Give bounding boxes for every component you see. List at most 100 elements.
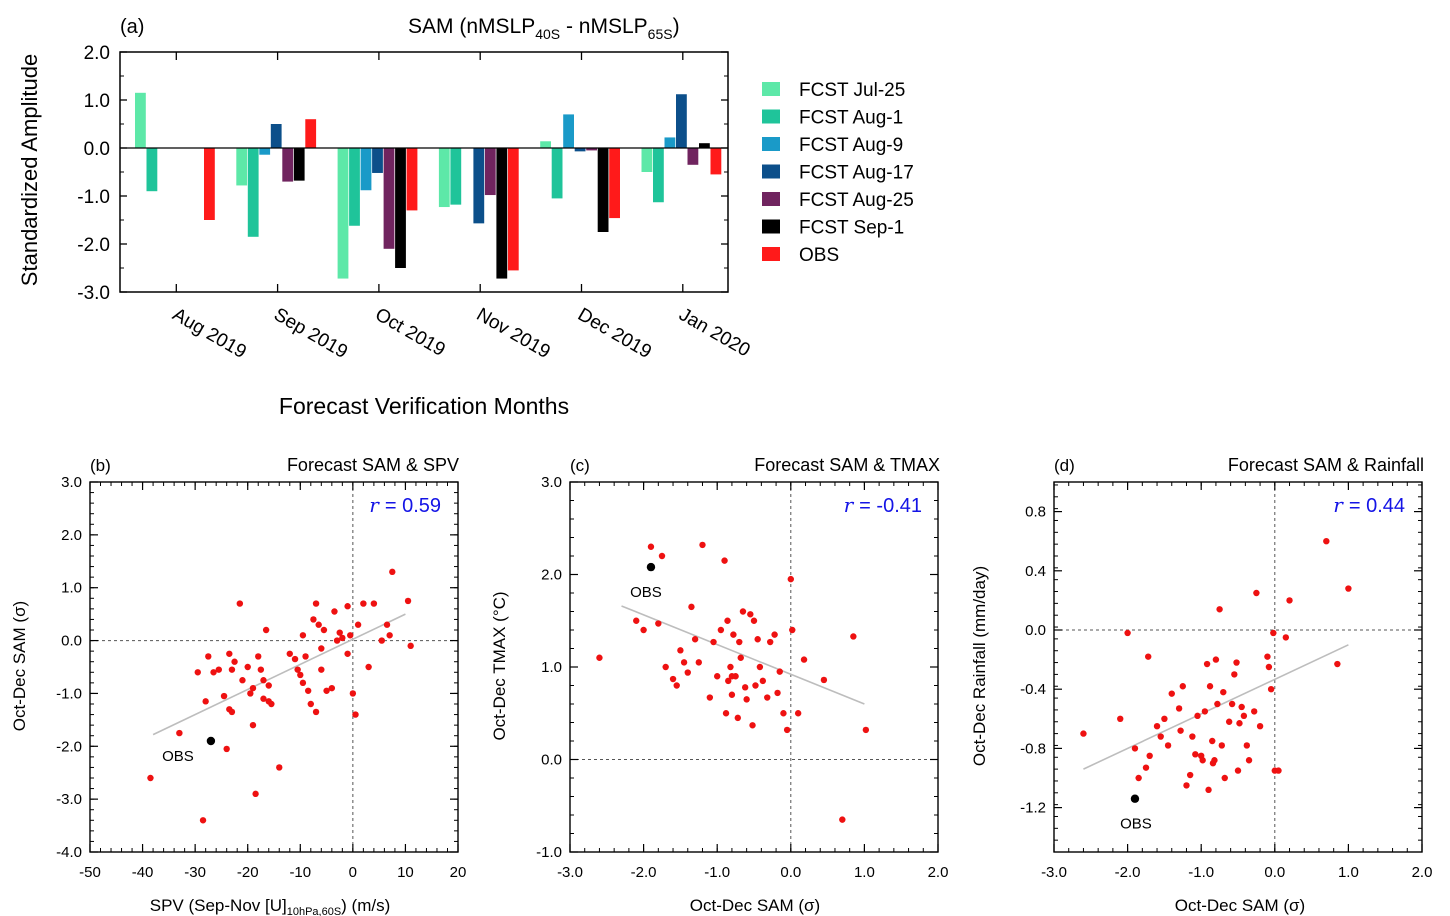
data-point [1183,782,1190,789]
x-axis-label: Oct-Dec SAM (σ) [690,896,820,915]
bar [450,148,462,205]
chart-title: Forecast SAM & Rainfall [1228,455,1424,475]
y-tick-label: 0.0 [84,139,110,160]
legend-label: OBS [799,245,839,266]
data-point [210,669,217,676]
bar [586,148,597,151]
x-tick-label: -30 [184,864,206,881]
regression-line [621,605,865,705]
data-point [239,677,246,684]
x-tick-label: Aug 2019 [169,304,250,363]
data-point [756,663,764,671]
data-point [691,636,699,643]
scatter-panel-spv: (b) Forecast SAM & SPV Oct-Dec SAM (σ) S… [10,455,466,916]
bar [247,148,259,237]
y-tick-label: 2.0 [84,43,110,64]
data-point [1209,737,1216,745]
chart-title: Forecast SAM & TMAX [754,455,940,475]
data-point [747,611,754,618]
data-point [850,633,857,640]
data-point [302,653,309,660]
x-tick-label: 20 [450,864,467,881]
legend-label: FCST Aug-17 [799,163,914,184]
data-point [262,626,270,634]
obs-point [646,562,656,572]
data-point [1201,708,1209,715]
data-point [1161,715,1168,722]
data-point [318,645,325,652]
data-point [1225,718,1233,725]
data-point [862,726,870,734]
bar [563,114,574,148]
data-point [205,653,212,660]
data-point [1124,629,1131,637]
x-tick-label: -20 [237,864,259,881]
data-point [252,790,259,798]
legend-swatch [762,164,780,179]
x-tick-label: -40 [132,864,154,881]
data-point [787,575,794,583]
obs-label: OBS [630,584,662,601]
data-point [1192,751,1199,758]
x-tick-label: -10 [289,864,311,881]
x-tick-label: Jan 2020 [675,304,753,361]
scatter-panel-tmax: (c) Forecast SAM & TMAX Oct-Dec TMAX (°C… [490,455,948,915]
data-point [307,700,314,708]
y-tick-label: 0.0 [1025,622,1046,639]
data-point [291,655,299,663]
legend-swatch [762,192,780,206]
data-point [717,626,725,634]
data-point [739,608,747,615]
y-tick-label: 0.0 [61,633,82,650]
data-point [228,708,236,716]
data-point [268,700,275,708]
legend: FCST Jul-25 FCST Aug-1 FCST Aug-9 FCST Aug-… [762,80,914,266]
x-tick-label: -1.0 [1188,864,1214,881]
data-point [780,710,787,717]
data-point [347,632,354,639]
data-point [260,677,267,684]
data-point [1236,720,1243,727]
bar [270,124,282,148]
data-point [721,557,728,564]
data-point [800,656,808,663]
x-tick-label: -3.0 [1041,864,1067,881]
bar [676,94,687,148]
data-point [318,666,325,673]
data-point [249,684,257,692]
bar [204,148,215,220]
data-point [354,621,362,628]
data-point [176,729,183,737]
data-point [1186,771,1194,779]
x-tick-label: -2.0 [1115,864,1141,881]
x-tick-label: Sep 2019 [270,304,351,363]
legend-swatch [762,219,780,234]
bar [438,148,450,208]
x-tick-label: -3.0 [557,864,583,881]
data-point [1203,660,1211,668]
legend-label: FCST Aug-1 [799,108,903,129]
bar-chart-panel: (a) SAM (nMSLP40S - nMSLP65S) Standardiz… [17,15,914,419]
data-point [236,600,244,607]
data-point [1265,663,1273,671]
data-point [286,650,293,657]
data-point [662,663,669,671]
bar [395,148,406,268]
data-point [257,666,265,673]
data-point [752,682,759,689]
data-point [714,673,721,680]
data-point [1131,745,1139,752]
data-point [680,659,688,666]
data-point [776,668,783,675]
scatter-panel-rainfall: (d) Forecast SAM & Rainfall Oct-Dec Rain… [970,455,1432,915]
y-tick-label: 3.0 [61,474,82,491]
data-point [1211,757,1218,764]
bar [383,148,395,249]
obs-label: OBS [162,748,194,765]
data-point [699,541,706,549]
correlation-text: r = 0.44 [1333,493,1405,517]
bar [507,148,519,271]
data-point [633,617,640,624]
data-point [1231,671,1238,678]
y-tick-label: -2.0 [56,738,82,755]
